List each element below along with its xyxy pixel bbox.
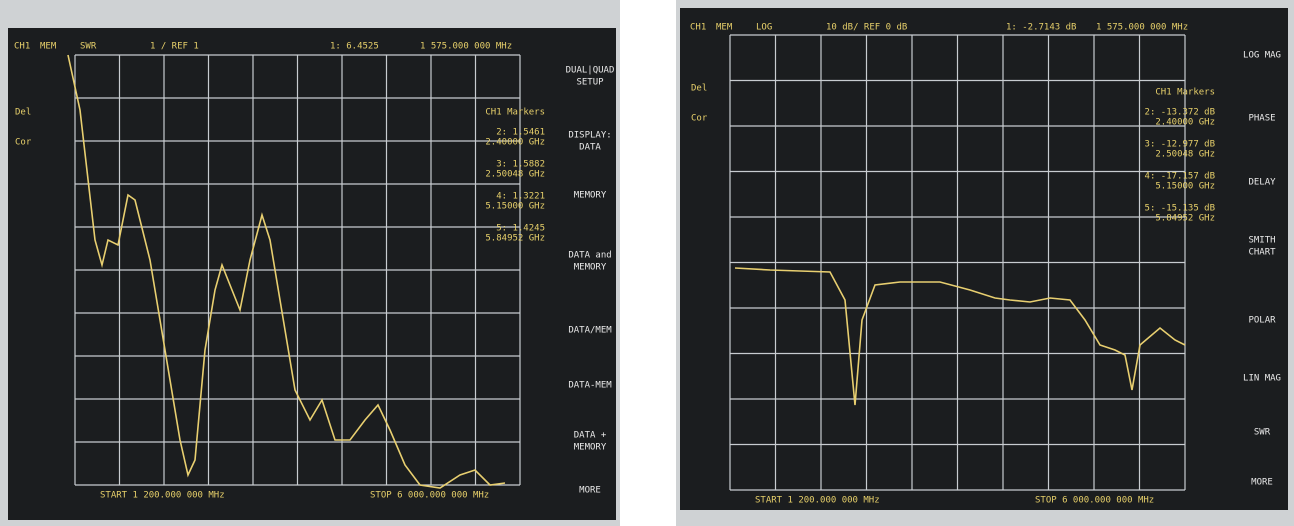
marker-value: 4: -17.157 dB	[1145, 172, 1215, 182]
marker-value: 5: -15.135 dB	[1145, 204, 1215, 214]
marker-frequency: 5.15000 GHz	[1155, 182, 1215, 192]
status: Cor	[691, 114, 708, 124]
softkey: PHASE	[1248, 114, 1275, 124]
marker-value: 3: 1.5882	[496, 160, 545, 170]
header-marker: 1: 6.4525	[330, 42, 379, 52]
marker-frequency: 2.40000 GHz	[1155, 118, 1215, 128]
status: Del	[15, 108, 31, 118]
marker-value: 5: 1.4245	[496, 224, 545, 234]
softkey: DATA and	[568, 251, 611, 261]
start-label: START 1 200.000 000 MHz	[100, 491, 225, 501]
softkey: MORE	[1251, 478, 1273, 488]
trace	[734, 267, 1186, 406]
trace	[67, 54, 506, 489]
header-frequency: 1 575.000 000 MHz	[1096, 23, 1188, 33]
marker-value: 3: -12.977 dB	[1145, 140, 1215, 150]
status: Cor	[15, 138, 32, 148]
marker-value: 2: -13.372 dB	[1145, 108, 1215, 118]
softkey: DATA/MEM	[568, 326, 612, 336]
header-format: SWR	[80, 42, 97, 52]
status: Del	[691, 84, 707, 94]
marker-frequency: 2.40000 GHz	[485, 138, 545, 148]
softkey: MEMORY	[574, 191, 607, 201]
softkey: SETUP	[576, 78, 604, 88]
softkey: LIN MAG	[1243, 374, 1281, 384]
softkey: MORE	[579, 486, 601, 496]
header-mem: MEM	[716, 23, 733, 33]
softkey: DATA	[579, 143, 601, 153]
marker-value: 2: 1.5461	[496, 128, 545, 138]
marker-frequency: 2.50048 GHz	[1155, 150, 1215, 160]
stop-label: STOP 6 000.000 000 MHz	[370, 491, 489, 501]
header-scale: 1 / REF 1	[150, 42, 199, 52]
markers-title: CH1 Markers	[1155, 88, 1215, 98]
softkey: POLAR	[1248, 316, 1276, 326]
softkey: SWR	[1254, 428, 1271, 438]
softkey: DELAY	[1248, 178, 1276, 188]
header-frequency: 1 575.000 000 MHz	[420, 42, 512, 52]
softkey: CHART	[1248, 248, 1276, 258]
softkey: DISPLAY:	[568, 131, 611, 141]
header-mem: MEM	[40, 42, 57, 52]
softkey: SMITH	[1248, 236, 1275, 246]
header-format: LOG	[756, 23, 772, 33]
softkey: DATA +	[574, 431, 607, 441]
marker-frequency: 5.84952 GHz	[485, 234, 545, 244]
screen	[8, 28, 616, 520]
softkey: MEMORY	[574, 443, 607, 453]
screen	[680, 8, 1288, 510]
stop-label: STOP 6 000.000 000 MHz	[1035, 496, 1154, 506]
marker-frequency: 5.84952 GHz	[1155, 214, 1215, 224]
softkey: MEMORY	[574, 263, 607, 273]
header-channel: CH1	[690, 23, 706, 33]
marker-frequency: 5.15000 GHz	[485, 202, 545, 212]
start-label: START 1 200.000 000 MHz	[755, 496, 880, 506]
softkey: DUAL|QUAD	[566, 66, 615, 76]
marker-frequency: 2.50048 GHz	[485, 170, 545, 180]
markers-title: CH1 Markers	[485, 108, 545, 118]
marker-value: 4: 1.3221	[496, 192, 545, 202]
header-channel: CH1	[14, 42, 30, 52]
header-scale: 10 dB/ REF 0 dB	[826, 23, 907, 33]
softkey: DATA-MEM	[568, 381, 612, 391]
softkey: LOG MAG	[1243, 51, 1281, 61]
header-marker: 1: -2.7143 dB	[1006, 23, 1076, 33]
